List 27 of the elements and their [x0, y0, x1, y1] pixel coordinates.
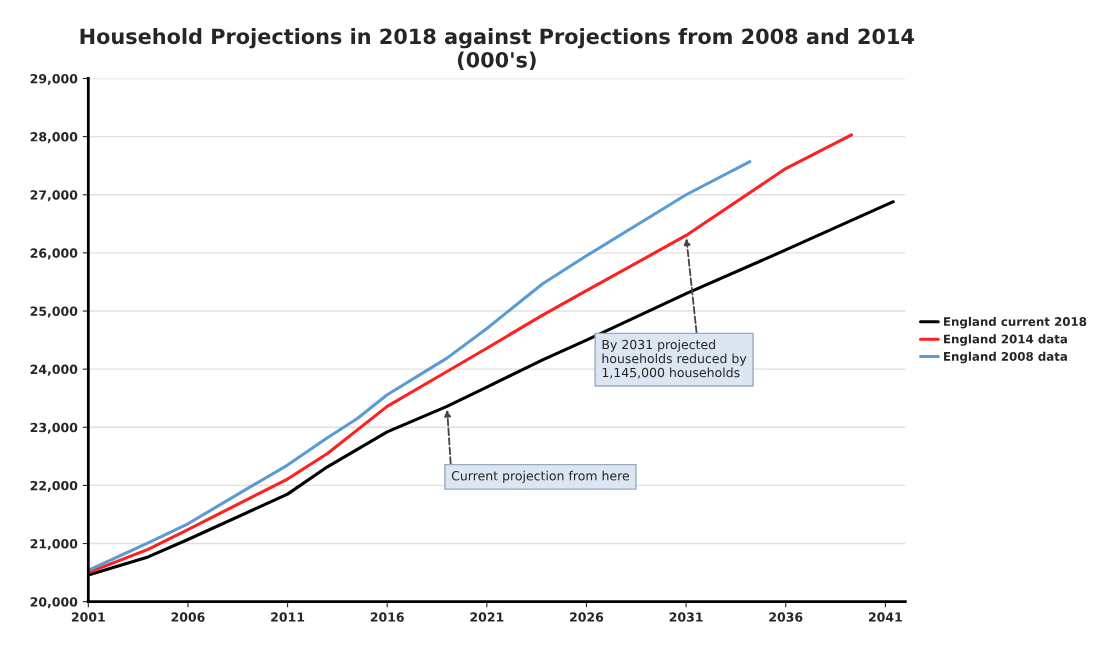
y-tick-label: 21,000: [30, 539, 78, 551]
y-tick-label: 23,000: [30, 422, 78, 434]
x-tick-label: 2031: [669, 612, 703, 622]
x-tick-label: 2041: [868, 612, 902, 622]
legend-label: England 2008 data: [944, 351, 1067, 364]
y-tick-label: 26,000: [30, 248, 78, 260]
y-tick-label: 22,000: [30, 480, 78, 492]
x-tick-label: 2021: [470, 612, 504, 622]
chart-title: Household Projections in 2018 against Projections from 2008 and 2014 (000's): [80, 28, 914, 71]
y-tick-label: 25,000: [30, 306, 78, 318]
x-tick-label: 2036: [769, 612, 803, 622]
annotation: Current projection from here: [451, 470, 630, 483]
y-tick-label: 24,000: [30, 364, 78, 376]
x-tick-label: 2016: [370, 612, 404, 622]
line-series: [88, 133, 854, 575]
legend-label: England current 2018: [944, 316, 1087, 329]
y-tick-label: 20,000: [30, 597, 78, 609]
line-series: [88, 160, 752, 572]
y-tick-label: 27,000: [30, 190, 78, 202]
legend-label: England 2014 data: [944, 334, 1067, 346]
annotation: By 2031 projected households reduced by 1,145,000 households: [602, 339, 747, 379]
x-tick-label: 2011: [271, 612, 305, 622]
y-tick-label: 28,000: [30, 132, 78, 144]
y-tick-label: 29,000: [30, 73, 78, 85]
x-tick-label: 2026: [570, 612, 604, 622]
x-tick-label: 2001: [71, 612, 105, 622]
x-tick-label: 2006: [171, 612, 205, 622]
